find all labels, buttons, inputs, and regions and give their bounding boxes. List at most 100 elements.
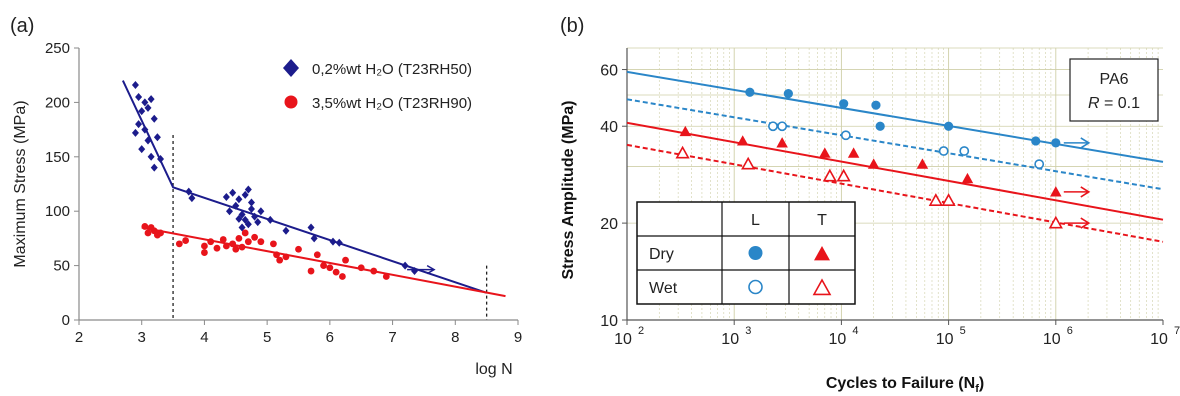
panel-b-x-tick-label: 10	[1043, 331, 1061, 348]
annotation-material: PA6	[1099, 71, 1128, 88]
annotation-ratio: R = 0.1	[1088, 95, 1140, 112]
panel-a-point-diamond	[329, 237, 337, 246]
panel-a-fit-line	[121, 80, 487, 294]
marker-open-triangle	[741, 156, 756, 170]
panel-a-point-circle	[241, 229, 249, 237]
panel-a-point-diamond	[141, 98, 149, 107]
panel-b-x-tick-exponent: 4	[852, 325, 858, 337]
panel-a-point-diamond	[138, 107, 146, 116]
panel-a-y-tick-label: 0	[62, 312, 70, 329]
marker-open-triangle	[675, 145, 690, 159]
panel-a-point-circle	[273, 251, 280, 259]
panel-a-point-circle	[235, 235, 243, 242]
marker-filled-triangle	[814, 246, 830, 261]
panel-b-x-tick-exponent: 7	[1174, 325, 1180, 337]
legend-diamond-icon	[283, 59, 299, 77]
panel-a-y-tick-label: 250	[45, 40, 70, 57]
legend-table-col-header: L	[751, 212, 760, 229]
panel-a-point-circle	[295, 245, 302, 253]
panel-a-point-circle	[244, 238, 252, 246]
panel-a-y-tick-label: 100	[45, 203, 70, 220]
panel-a-point-circle	[144, 229, 152, 237]
panel-a-y-tick-label: 50	[53, 258, 70, 275]
marker-filled-triangle	[961, 172, 974, 184]
panel-a-point-circle	[276, 256, 284, 264]
panel-a-point-diamond	[310, 234, 318, 243]
panel-a-point-circle	[207, 238, 215, 246]
marker-filled-circle	[871, 100, 881, 110]
panel-b-y-tick-label: 20	[600, 216, 618, 233]
panel-a-point-diamond	[232, 201, 240, 210]
annotation-box-frame	[1069, 58, 1159, 122]
panel-a-point-circle	[219, 236, 227, 243]
marker-filled-triangle	[736, 135, 749, 146]
panel-b-x-axis-label: Cycles to Failure (Nf)	[826, 375, 984, 395]
panel-a-point-circle	[201, 249, 208, 256]
panel-a-point-diamond	[135, 120, 143, 129]
panel-a-point-diamond	[247, 198, 255, 207]
panel-a-y-tick-label: 150	[45, 149, 70, 166]
marker-open-circle	[959, 146, 970, 156]
panel-a-point-diamond	[153, 133, 161, 142]
panel-a-point-diamond	[150, 163, 158, 172]
marker-open-triangle	[1048, 215, 1063, 229]
marker-filled-circle	[839, 99, 849, 109]
panel-a-point-circle	[157, 229, 164, 237]
panel-a-x-tick-label: 5	[263, 329, 271, 346]
panel-a-x-tick-label: 8	[451, 329, 459, 346]
panel-a-point-circle	[313, 251, 321, 259]
panel-b: (b) 10 2 10 3 10 4 10 5 10 6 10 7 10 20 40 60 Cycles to F…	[560, 15, 1180, 395]
panel-a-point-diamond	[222, 193, 230, 202]
panel-a-point-circle	[382, 273, 390, 280]
panel-a-x-tick-label: 7	[388, 329, 396, 346]
panel-a-point-diamond	[401, 261, 409, 270]
panel-a: (a) 2 3 4 5 6 7 8 9 0 50 100 150 200 250 log N Maximum S…	[10, 15, 522, 378]
panel-a-point-diamond	[244, 185, 252, 194]
panel-b-fit-line	[626, 98, 1164, 191]
panel-a-point-diamond	[138, 145, 146, 154]
panel-b-x-tick-label: 10	[936, 331, 954, 348]
legend-circle-icon	[284, 95, 298, 109]
panel-a-point-diamond	[144, 136, 152, 145]
panel-b-runout-arrowhead	[1080, 217, 1091, 229]
marker-filled-circle	[1051, 138, 1061, 148]
panel-a-point-circle	[251, 233, 258, 241]
panel-a-point-circle	[175, 240, 183, 248]
panel-a-point-circle	[182, 237, 190, 244]
panel-a-point-circle	[326, 264, 334, 272]
marker-open-circle	[938, 146, 949, 156]
panel-a-point-diamond	[147, 95, 155, 104]
panel-a-point-diamond	[257, 207, 265, 216]
panel-a-runout-arrowhead	[426, 264, 436, 275]
panel-b-x-tick-exponent: 5	[960, 325, 966, 337]
panel-b-legend-table: L T Dry Wet	[636, 201, 856, 305]
panel-a-point-diamond	[251, 212, 259, 221]
marker-filled-triangle	[916, 158, 929, 169]
panel-a-point-circle	[141, 223, 149, 230]
panel-a-y-tick-label: 200	[45, 94, 70, 111]
panel-a-point-circle	[238, 243, 246, 251]
panel-a-point-circle	[370, 267, 378, 275]
panel-a-point-circle	[222, 242, 230, 250]
panel-a-point-diamond	[266, 215, 274, 224]
panel-b-x-tick-exponent: 3	[745, 325, 751, 337]
panel-a-x-tick-label: 4	[200, 329, 208, 346]
marker-filled-circle	[875, 121, 885, 131]
marker-open-circle	[768, 121, 778, 132]
panel-a-point-diamond	[241, 190, 249, 199]
panel-a-point-diamond	[247, 205, 255, 214]
marker-open-triangle	[941, 193, 956, 206]
marker-open-circle	[777, 121, 788, 132]
panel-b-y-tick-label: 60	[600, 63, 618, 80]
panel-b-x-tick-label: 10	[721, 331, 739, 348]
panel-a-point-circle	[357, 264, 365, 272]
panel-b-x-tick-label: 10	[614, 331, 632, 348]
marker-open-triangle	[928, 193, 943, 206]
marker-filled-triangle	[776, 137, 788, 148]
panel-a-point-diamond	[307, 223, 315, 232]
panel-a-point-diamond	[254, 218, 262, 227]
marker-open-triangle	[836, 168, 851, 182]
panel-a-point-diamond	[141, 125, 149, 134]
marker-open-circle	[748, 279, 763, 295]
panel-a-point-circle	[339, 273, 346, 280]
